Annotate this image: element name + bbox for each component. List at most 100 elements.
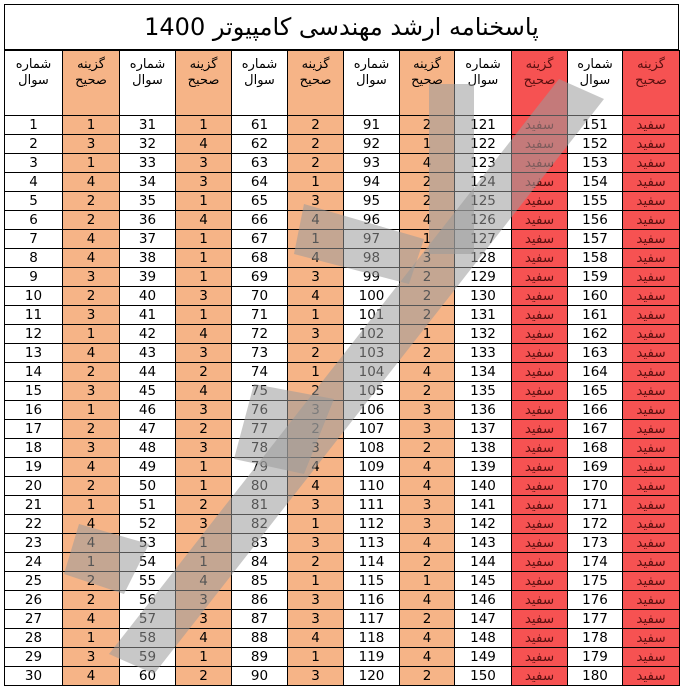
question-number-cell: 45	[119, 381, 176, 401]
answer-cell: 1	[62, 324, 120, 344]
answer-cell: 2	[62, 362, 120, 382]
table-row: سفید 153 سفید 123 4 93 2 63 3 33 1 3	[4, 153, 680, 173]
question-number-cell: 153	[567, 153, 623, 173]
answer-cell: سفید	[622, 609, 680, 629]
answer-cell: 4	[62, 343, 120, 363]
table-row: سفید 163 سفید 133 2 103 2 73 3 43 4 13	[4, 343, 680, 363]
question-number-cell: 69	[231, 267, 288, 287]
answer-cell: 1	[62, 115, 120, 135]
question-number-cell: 148	[454, 628, 512, 648]
column-header-question: شماره سوال	[4, 50, 63, 116]
question-number-cell: 32	[119, 134, 176, 154]
answer-cell: سفید	[622, 419, 680, 439]
answer-cell: 1	[175, 229, 232, 249]
question-number-cell: 72	[231, 324, 288, 344]
question-number-cell: 96	[343, 210, 400, 230]
question-number-cell: 10	[4, 286, 63, 306]
question-number-cell: 180	[567, 666, 623, 686]
answer-cell: 2	[399, 438, 455, 458]
question-number-cell: 63	[231, 153, 288, 173]
question-number-cell: 104	[343, 362, 400, 382]
page-title: پاسخنامه ارشد مهندسی کامپیوتر 1400	[4, 4, 679, 50]
answer-cell: سفید	[622, 362, 680, 382]
answer-cell: سفید	[622, 191, 680, 211]
question-number-cell: 20	[4, 476, 63, 496]
answer-cell: سفید	[511, 248, 568, 268]
table-row: سفید 152 سفید 122 1 92 2 62 4 32 3 2	[4, 134, 680, 154]
question-number-cell: 74	[231, 362, 288, 382]
question-number-cell: 112	[343, 514, 400, 534]
answer-cell: سفید	[511, 628, 568, 648]
question-number-cell: 77	[231, 419, 288, 439]
question-number-cell: 131	[454, 305, 512, 325]
question-number-cell: 176	[567, 590, 623, 610]
question-number-cell: 3	[4, 153, 63, 173]
question-number-cell: 4	[4, 172, 63, 192]
question-number-cell: 58	[119, 628, 176, 648]
answer-cell: 2	[287, 343, 344, 363]
question-number-cell: 133	[454, 343, 512, 363]
answer-cell: سفید	[622, 134, 680, 154]
answer-cell: سفید	[511, 267, 568, 287]
answer-cell: 2	[62, 191, 120, 211]
answer-cell: 4	[62, 666, 120, 686]
question-number-cell: 150	[454, 666, 512, 686]
answer-cell: 4	[399, 590, 455, 610]
question-number-cell: 179	[567, 647, 623, 667]
answer-cell: 3	[62, 134, 120, 154]
answer-cell: 2	[287, 552, 344, 572]
question-number-cell: 24	[4, 552, 63, 572]
question-number-cell: 28	[4, 628, 63, 648]
question-number-cell: 177	[567, 609, 623, 629]
answer-cell: 1	[287, 229, 344, 249]
answer-cell: 1	[287, 362, 344, 382]
column-header-answer: گزینه صحیح	[62, 50, 120, 116]
answer-cell: 2	[62, 210, 120, 230]
answer-cell: 2	[399, 115, 455, 135]
question-number-cell: 100	[343, 286, 400, 306]
answer-cell: سفید	[622, 324, 680, 344]
answer-cell: 3	[287, 267, 344, 287]
answer-cell: 1	[175, 533, 232, 553]
table-row: سفید 166 سفید 136 3 106 3 76 3 46 1 16	[4, 400, 680, 420]
question-number-cell: 172	[567, 514, 623, 534]
answer-cell: 1	[175, 115, 232, 135]
column-header-question: شماره سوال	[231, 50, 288, 116]
question-number-cell: 99	[343, 267, 400, 287]
question-number-cell: 120	[343, 666, 400, 686]
answer-cell: 4	[175, 134, 232, 154]
answer-cell: سفید	[511, 210, 568, 230]
question-number-cell: 27	[4, 609, 63, 629]
question-number-cell: 128	[454, 248, 512, 268]
question-number-cell: 122	[454, 134, 512, 154]
answer-cell: 2	[399, 305, 455, 325]
answer-cell: 1	[175, 552, 232, 572]
answer-cell: 2	[399, 286, 455, 306]
question-number-cell: 67	[231, 229, 288, 249]
column-header-answer: گزینه صحیح	[287, 50, 344, 116]
question-number-cell: 124	[454, 172, 512, 192]
question-number-cell: 43	[119, 343, 176, 363]
question-number-cell: 89	[231, 647, 288, 667]
answer-cell: 2	[399, 381, 455, 401]
question-number-cell: 140	[454, 476, 512, 496]
answer-cell: 3	[287, 191, 344, 211]
answer-cell: 4	[287, 248, 344, 268]
question-number-cell: 106	[343, 400, 400, 420]
question-number-cell: 34	[119, 172, 176, 192]
question-number-cell: 76	[231, 400, 288, 420]
question-number-cell: 31	[119, 115, 176, 135]
question-number-cell: 36	[119, 210, 176, 230]
question-number-cell: 149	[454, 647, 512, 667]
answer-cell: 3	[287, 590, 344, 610]
answer-cell: سفید	[511, 419, 568, 439]
answer-cell: سفید	[622, 571, 680, 591]
answer-cell: سفید	[622, 248, 680, 268]
answer-cell: 3	[287, 666, 344, 686]
answer-cell: سفید	[511, 343, 568, 363]
question-number-cell: 29	[4, 647, 63, 667]
answer-cell: سفید	[622, 210, 680, 230]
question-number-cell: 130	[454, 286, 512, 306]
answer-cell: 3	[287, 609, 344, 629]
answer-cell: سفید	[622, 552, 680, 572]
